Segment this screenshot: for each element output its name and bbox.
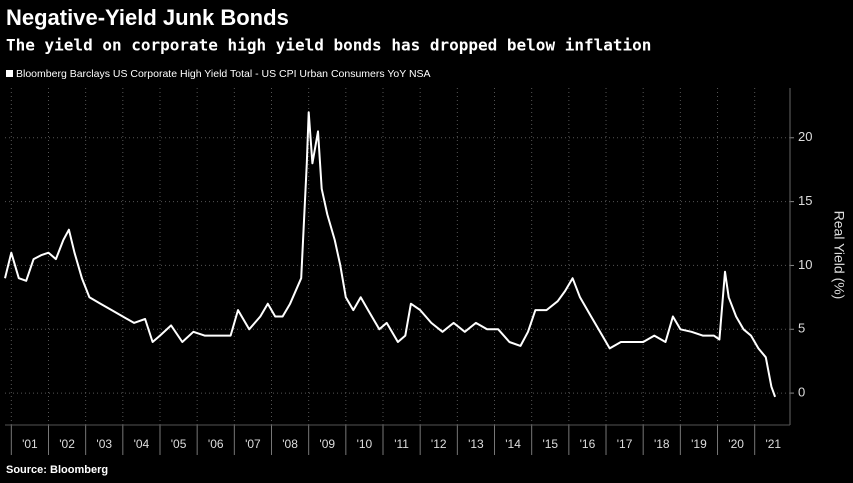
x-tick-label: '03 — [96, 437, 112, 451]
x-tick-label: '10 — [357, 437, 373, 451]
x-tick-label: '18 — [654, 437, 670, 451]
legend-label: Bloomberg Barclays US Corporate High Yie… — [16, 68, 431, 80]
x-tick-label: '08 — [282, 437, 298, 451]
y-tick-label: 10 — [798, 257, 812, 272]
x-tick-label: '15 — [542, 437, 558, 451]
x-tick-label: '16 — [580, 437, 596, 451]
x-tick-label: '17 — [617, 437, 633, 451]
y-tick-label: 5 — [798, 321, 805, 336]
x-tick-label: '09 — [319, 437, 335, 451]
legend-swatch — [6, 70, 13, 77]
chart-subtitle: The yield on corporate high yield bonds … — [6, 36, 651, 55]
x-tick-label: '11 — [394, 437, 409, 451]
x-tick-label: '12 — [431, 437, 447, 451]
x-tick-label: '02 — [59, 437, 75, 451]
x-tick-label: '04 — [134, 437, 150, 451]
x-tick-label: '14 — [505, 437, 521, 451]
x-tick-label: '01 — [22, 437, 38, 451]
y-axis-label: Real Yield (%) — [831, 211, 847, 300]
x-tick-label: '13 — [468, 437, 484, 451]
y-tick-label: 20 — [798, 129, 812, 144]
x-tick-label: '20 — [728, 437, 744, 451]
chart-title: Negative-Yield Junk Bonds — [6, 5, 289, 30]
x-tick-label: '07 — [245, 437, 261, 451]
x-tick-label: '19 — [691, 437, 707, 451]
x-tick-label: '06 — [208, 437, 224, 451]
y-tick-label: 15 — [798, 193, 812, 208]
y-tick-label: 0 — [798, 385, 805, 400]
data-line — [4, 111, 777, 398]
x-tick-label: '21 — [765, 437, 781, 451]
source: Source: Bloomberg — [6, 464, 108, 476]
x-tick-label: '05 — [171, 437, 187, 451]
